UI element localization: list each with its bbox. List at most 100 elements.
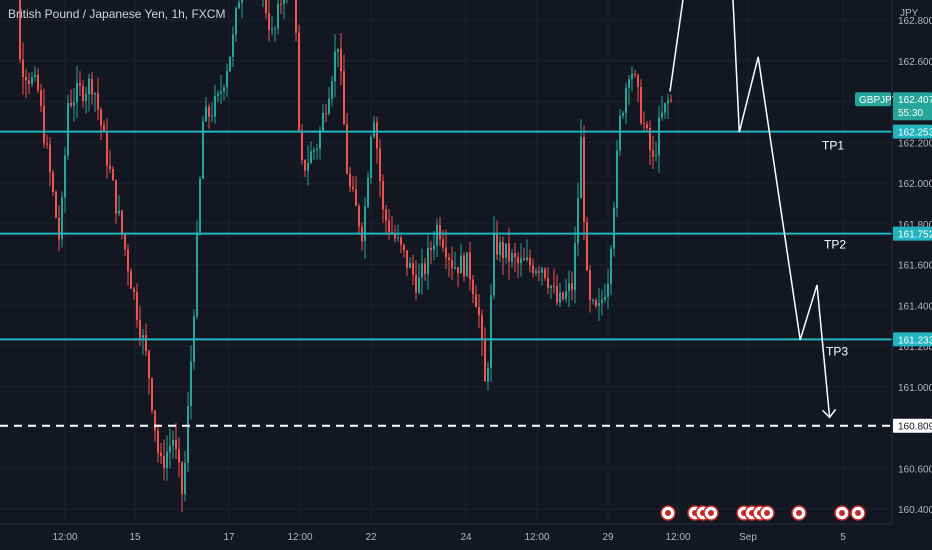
candle-body [550,286,552,289]
candle-body [490,295,492,368]
price-tick-label: 162.000 [898,179,932,190]
candle-body [622,112,624,116]
candle-body [658,117,660,156]
candle-body [160,452,162,456]
candle-body [556,286,558,303]
candle-body [118,210,120,214]
price-level-tag-label: 160.809 [898,422,932,433]
time-tick-label: 22 [365,532,377,543]
candle-body [214,95,216,117]
candle-body [133,288,135,293]
candle-body [145,335,147,351]
candle-body [655,155,657,157]
candle-body [106,131,108,166]
candle-body [49,144,51,173]
candle-body [595,300,597,307]
candle-body [652,150,654,157]
candle-body [31,77,33,84]
candle-body [166,451,168,469]
event-flag-icon[interactable] [850,505,866,521]
candle-body [385,209,387,221]
candle-body [406,250,408,268]
candle-body [223,87,225,92]
candle-body [454,267,456,269]
candle-body [157,430,159,453]
price-level-tag-label: 162.253 [898,128,932,139]
candle-body [574,243,576,290]
time-axis[interactable]: 12:00 15 17 12:00 22 24 12:00 29 12:00 Sep 5 [0,523,892,550]
candle-body [175,439,177,450]
candle-body [508,243,510,262]
candle-body [97,93,99,110]
candle-body [310,151,312,164]
candle-body [181,462,183,495]
price-axis[interactable]: JPY160.400160.600160.800161.000161.20016… [855,0,932,550]
grid [0,0,892,524]
price-tick-label: 161.200 [898,342,932,353]
candle-body [496,232,498,255]
candle-body [367,177,369,207]
event-flag-icon[interactable] [703,505,719,521]
candle-body [397,237,399,239]
candle-body [85,93,87,102]
candle-body [607,283,609,297]
candle-body [535,270,537,274]
event-flag-icon[interactable] [791,505,807,521]
candle-body [619,115,621,151]
candle-body [421,263,423,278]
candle-body [199,178,201,233]
event-flag-dot [665,510,671,516]
candle-body [589,270,591,301]
candle-body [22,59,24,78]
price-level-tag [893,226,932,241]
time-tick-label: 15 [129,532,141,543]
candle-body [460,255,462,274]
candle-body [598,302,600,307]
candle-body [100,109,102,126]
candle-body [370,136,372,178]
candle-body [34,74,36,78]
candle-body [67,102,69,156]
candle-body [277,3,279,29]
price-tick-label: 161.600 [898,261,932,272]
candle-body [565,291,567,299]
candle-body [196,232,198,317]
economic-events[interactable] [660,505,866,521]
candle-body [646,124,648,129]
candle-body [469,252,471,280]
candle-body [511,253,513,262]
level-annotation: TP1 [822,139,844,153]
candle-body [355,189,357,206]
event-flag-icon[interactable] [660,505,676,521]
candle-body [577,198,579,244]
event-flag-icon[interactable] [759,505,775,521]
candle-body [58,217,60,240]
projection-line [669,0,831,418]
candle-body [583,137,585,223]
event-flag-icon[interactable] [834,505,850,521]
price-tick-label: 162.200 [898,138,932,149]
candle-body [364,206,366,242]
candle-body [628,79,630,88]
candle-body [265,0,267,14]
candle-body [115,180,117,214]
candle-body [601,299,603,303]
current-price-tag [893,92,932,121]
candle-body [625,87,627,113]
event-flag-dot [855,510,861,516]
candle-body [319,130,321,149]
price-tick-label: 160.400 [898,505,932,516]
candle-body [409,263,411,268]
candle-body [661,112,663,118]
candle-body [220,91,222,94]
price-tick-label: 162.600 [898,57,932,68]
candle-body [394,232,396,239]
candle-body [205,106,207,122]
candle-body [313,150,315,152]
candle-body [514,253,516,258]
candle-body [19,0,21,60]
candle-body [28,80,30,84]
candle-body [151,378,153,411]
price-level-tag-label: 161.752 [898,230,932,241]
